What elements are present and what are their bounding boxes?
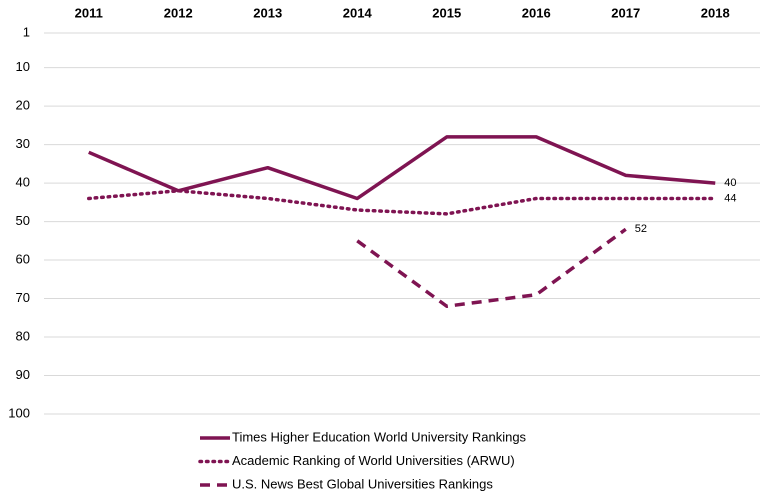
x-tick-label: 2013	[253, 5, 282, 20]
y-tick-label: 1	[23, 24, 30, 39]
data-label: 44	[724, 192, 736, 204]
x-tick-label: 2014	[343, 5, 373, 20]
legend-label: Times Higher Education World University …	[232, 429, 527, 444]
data-label: 52	[635, 223, 647, 235]
y-tick-label: 30	[16, 136, 30, 151]
y-tick-label: 70	[16, 290, 30, 305]
legend-label: U.S. News Best Global Universities Ranki…	[232, 476, 493, 491]
y-tick-label: 80	[16, 328, 30, 343]
y-tick-label: 60	[16, 251, 30, 266]
y-tick-label: 90	[16, 367, 30, 382]
x-tick-label: 2017	[611, 5, 640, 20]
legend-label: Academic Ranking of World Universities (…	[232, 453, 515, 468]
x-tick-label: 2015	[432, 5, 461, 20]
series-line	[87, 189, 717, 216]
x-tick-label: 2016	[522, 5, 551, 20]
y-tick-label: 20	[16, 98, 30, 113]
y-tick-label: 10	[16, 59, 30, 74]
x-tick-label: 2011	[75, 5, 103, 20]
series-line	[88, 135, 716, 201]
x-tick-label: 2012	[164, 5, 193, 20]
x-tick-label: 2018	[701, 5, 730, 20]
data-label: 40	[724, 177, 736, 189]
y-tick-label: 50	[16, 213, 30, 228]
y-tick-label: 40	[16, 175, 30, 190]
series-line	[356, 227, 627, 308]
y-tick-label: 100	[8, 405, 30, 420]
